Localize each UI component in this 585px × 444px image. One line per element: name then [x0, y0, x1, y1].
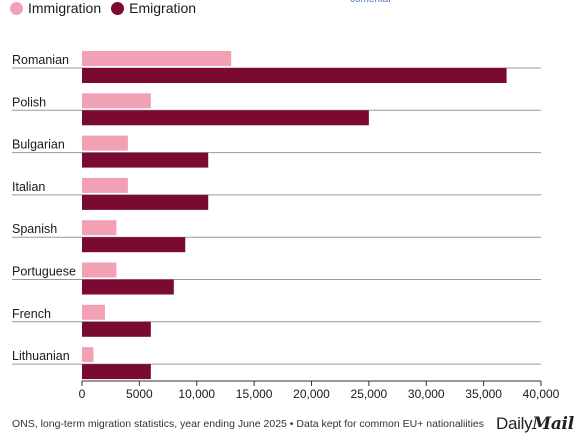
x-tick-label-40000: 40,000 — [523, 387, 560, 401]
bar-immigration-portuguese — [82, 262, 117, 278]
x-tick-label-5000: 5000 — [126, 387, 153, 401]
x-tick-label-10000: 10,000 — [178, 387, 215, 401]
category-label-romanian: Romanian — [12, 53, 69, 67]
category-label-polish: Polish — [12, 95, 46, 109]
category-label-spanish: Spanish — [12, 222, 57, 236]
bar-emigration-italian — [82, 194, 209, 210]
legend-swatch-immigration — [10, 1, 23, 15]
source-note: ONS, long-term migration statistics, yea… — [12, 418, 485, 430]
legend-label-immigration: Immigration — [28, 0, 102, 16]
category-label-portuguese: Portuguese — [12, 265, 76, 279]
bar-immigration-italian — [82, 177, 128, 193]
x-tick-label-0: 0 — [79, 387, 86, 401]
bar-emigration-lithuanian — [82, 364, 151, 380]
comments-link[interactable]: comentar — [350, 0, 392, 5]
category-label-italian: Italian — [12, 180, 45, 194]
bar-emigration-bulgarian — [82, 152, 209, 168]
category-label-french: French — [12, 307, 51, 321]
x-tick-label-20000: 20,000 — [293, 387, 330, 401]
bar-immigration-lithuanian — [82, 347, 94, 363]
daily-mail-logo: DailyMail — [496, 414, 574, 434]
x-tick-label-15000: 15,000 — [236, 387, 273, 401]
bar-emigration-spanish — [82, 237, 186, 253]
legend-label-emigration: Emigration — [129, 0, 197, 16]
legend-swatch-emigration — [111, 1, 125, 15]
bar-immigration-french — [82, 304, 105, 320]
chart-legend: Immigration Emigration — [10, 0, 196, 16]
bar-emigration-portuguese — [82, 279, 174, 295]
x-tick-label-35000: 35,000 — [465, 387, 502, 401]
bar-emigration-romanian — [82, 68, 507, 83]
bar-immigration-bulgarian — [82, 135, 128, 151]
x-tick-label-25000: 25,000 — [351, 387, 388, 401]
bar-immigration-romanian — [82, 51, 232, 66]
logo-daily-text: Daily — [496, 414, 533, 433]
bar-emigration-french — [82, 321, 151, 337]
bar-immigration-polish — [82, 93, 151, 109]
bar-immigration-spanish — [82, 220, 117, 236]
x-tick-label-30000: 30,000 — [408, 387, 445, 401]
logo-mail-text: Mail — [532, 414, 574, 434]
legend-item-immigration: Immigration — [10, 0, 101, 16]
bar-emigration-polish — [82, 110, 369, 126]
legend-item-emigration: Emigration — [111, 0, 196, 16]
category-label-bulgarian: Bulgarian — [12, 138, 65, 152]
category-label-lithuanian: Lithuanian — [12, 349, 70, 363]
